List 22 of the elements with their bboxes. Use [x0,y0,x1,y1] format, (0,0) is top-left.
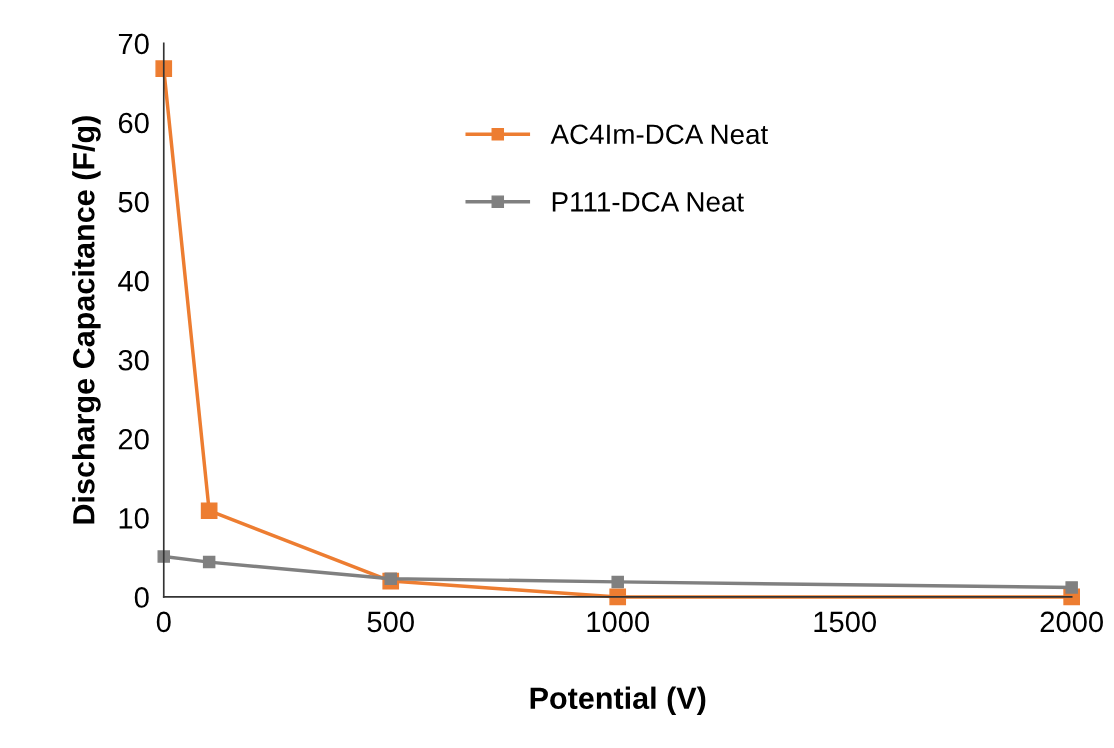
legend-label: AC4Im-DCA Neat [550,124,769,145]
point [155,60,173,78]
x-tick-label: 500 [367,611,414,633]
y-tick-label: 60 [118,112,149,134]
y-tick-label: 10 [119,508,149,529]
y-tick-label: 20 [118,428,149,450]
y-tick-label: 30 [118,349,149,371]
point [200,502,218,520]
x-axis-title: Potential (V) [530,686,706,716]
y-tick-label: 70 [118,33,149,55]
point [1065,581,1078,594]
y-axis-title: Discharge Capacitance (F/g) [72,116,101,524]
legend-label: P111-DCA Neat [552,192,744,212]
x-tick-label: 2000 [1040,611,1103,633]
x-tick-label: 0 [156,611,171,633]
y-tick-label: 50 [118,191,149,213]
x-tick-label: 1000 [587,611,650,633]
y-tick-label: 0 [134,587,149,608]
x-tick-label: 1500 [814,611,876,633]
y-tick-label: 40 [118,270,149,292]
point [202,555,216,569]
point [611,575,624,589]
